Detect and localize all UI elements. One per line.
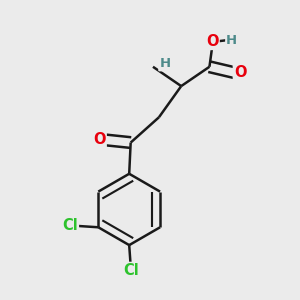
- Text: O: O: [93, 132, 106, 147]
- Text: O: O: [206, 34, 219, 49]
- Text: Cl: Cl: [123, 263, 139, 278]
- Text: H: H: [226, 34, 237, 46]
- Text: H: H: [159, 57, 170, 70]
- Text: Cl: Cl: [62, 218, 78, 233]
- Text: O: O: [234, 65, 246, 80]
